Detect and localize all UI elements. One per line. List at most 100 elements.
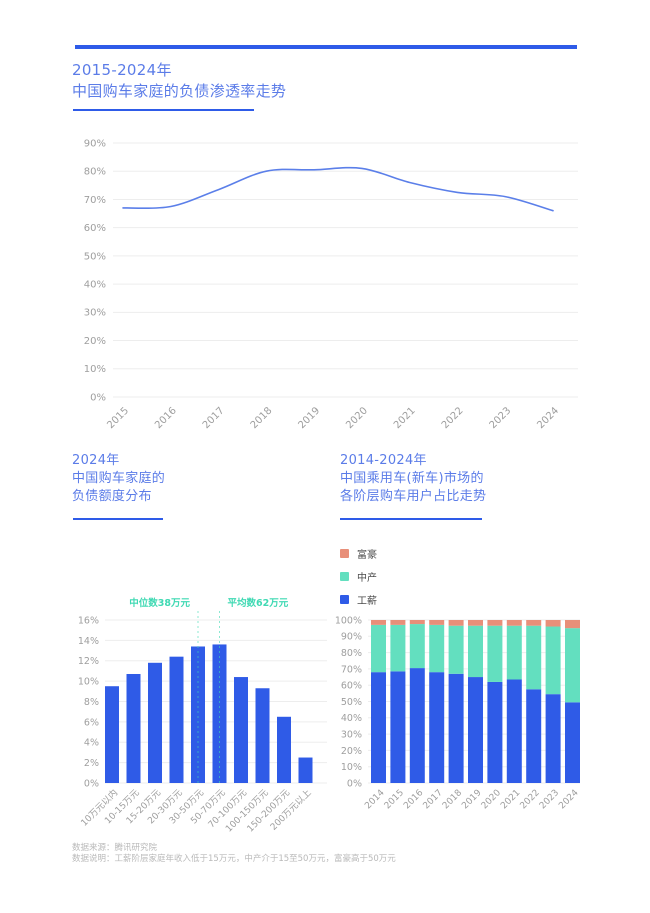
stacked-segment-富豪 <box>487 620 503 626</box>
buyer-class-stacked-chart: 0%10%20%30%40%50%60%70%80%90%100%2014201… <box>335 615 581 811</box>
stacked-segment-工薪 <box>565 702 580 783</box>
y-tick-label: 20% <box>341 746 362 757</box>
y-tick-label: 14% <box>78 636 99 647</box>
y-tick-label: 60% <box>84 223 106 234</box>
stacked-chart-title-underline <box>340 518 482 520</box>
y-tick-label: 0% <box>84 778 99 789</box>
x-tick-label: 2019 <box>296 405 322 431</box>
y-tick-label: 0% <box>90 392 106 403</box>
y-tick-label: 60% <box>341 681 362 692</box>
stacked-segment-工薪 <box>448 673 464 783</box>
y-tick-label: 6% <box>84 717 99 728</box>
y-tick-label: 40% <box>84 280 106 291</box>
y-tick-label: 16% <box>78 615 99 626</box>
x-tick-label: 2016 <box>402 788 425 811</box>
y-tick-label: 50% <box>84 251 106 262</box>
y-tick-label: 20% <box>84 336 106 347</box>
stacked-chart-legend: 富豪 中产 工薪 <box>340 546 377 607</box>
bar <box>212 644 227 783</box>
y-tick-label: 2% <box>84 758 99 769</box>
bar <box>148 662 162 783</box>
x-tick-label: 2020 <box>480 788 503 811</box>
y-tick-label: 90% <box>341 632 362 643</box>
y-tick-label: 40% <box>341 713 362 724</box>
legend-item-middle-class-label: 中产 <box>357 573 377 584</box>
y-tick-label: 10% <box>78 677 99 688</box>
x-tick-label: 2022 <box>519 788 542 811</box>
bar <box>126 673 141 783</box>
bar <box>191 646 205 783</box>
x-tick-label: 2018 <box>249 405 275 431</box>
bar-chart-title-line1: 2024年 <box>72 453 120 468</box>
legend-item-middle-class: 中产 <box>340 569 377 584</box>
stacked-segment-工薪 <box>409 668 425 783</box>
stacked-segment-工薪 <box>487 681 503 783</box>
stacked-segment-富豪 <box>526 620 542 626</box>
stacked-segment-中产 <box>390 624 406 672</box>
x-tick-label: 2019 <box>460 788 483 811</box>
y-tick-label: 10% <box>84 364 106 375</box>
stacked-segment-中产 <box>506 625 522 680</box>
bar <box>105 686 119 783</box>
stacked-chart-title-line2: 中国乘用车(新车)市场的 <box>340 471 484 486</box>
x-tick-label: 2022 <box>440 405 466 431</box>
stacked-segment-富豪 <box>565 620 580 629</box>
stacked-segment-富豪 <box>468 620 483 626</box>
middle-class-color-swatch <box>340 572 349 581</box>
x-tick-label: 2023 <box>538 788 561 811</box>
debt-amount-bar-chart: 0% 2% 4% 6% 8% 10% 12% 14% 16% 10万元以内10-15万元15-20… <box>78 597 327 834</box>
bar <box>255 688 270 783</box>
line-chart-title-underline <box>73 109 254 111</box>
stacked-segment-中产 <box>409 624 425 669</box>
stacked-segment-中产 <box>468 625 483 678</box>
rich-color-swatch <box>340 549 349 558</box>
x-tick-label: 2015 <box>105 405 131 431</box>
annotation-label: 中位数38万元 <box>129 597 190 609</box>
data-note-line: 数据说明：工薪阶层家庭年收入低于15万元，中产介于15至50万元，富豪高于50万… <box>72 854 396 864</box>
stacked-segment-中产 <box>371 624 386 673</box>
stacked-segment-工薪 <box>390 671 406 783</box>
stacked-chart-title-line3: 各阶层购车用户占比走势 <box>340 489 487 504</box>
debt-penetration-line-chart: 0%10%20%30%40%50%60%70%80%90%2015 2016 201… <box>84 138 578 431</box>
stacked-segment-中产 <box>429 624 445 673</box>
legend-item-wage-earner: 工薪 <box>340 592 377 607</box>
stacked-segment-工薪 <box>371 672 386 783</box>
stacked-segment-富豪 <box>545 620 561 627</box>
y-tick-label: 50% <box>341 697 362 708</box>
x-tick-label: 2017 <box>422 788 445 811</box>
x-tick-label: 2014 <box>363 788 386 811</box>
stacked-segment-工薪 <box>545 694 561 783</box>
axis-grid: 0% 10% 20% 30% 40% 50% 60% 70% 80% 90% <box>84 138 578 403</box>
bar <box>169 656 184 783</box>
y-tick-label: 0% <box>347 778 362 789</box>
stacked-chart-title-line1: 2014-2024年 <box>340 453 427 468</box>
y-tick-label: 8% <box>84 697 99 708</box>
stacked-segment-富豪 <box>448 620 464 626</box>
x-axis-labels: 2014201520162017201820192020202120222023… <box>363 788 580 811</box>
y-tick-label: 100% <box>335 615 362 626</box>
bar-chart-title-line3: 负债额度分布 <box>72 489 152 504</box>
wage-earner-color-swatch <box>340 595 349 604</box>
x-tick-label: 2015 <box>383 788 406 811</box>
stacked-segment-富豪 <box>506 620 522 626</box>
stacked-segment-富豪 <box>409 620 425 625</box>
x-tick-label: 2024 <box>535 405 561 431</box>
y-tick-label: 4% <box>84 738 99 749</box>
y-tick-label: 10% <box>341 762 362 773</box>
trend-line <box>122 166 554 212</box>
x-tick-label: 2021 <box>392 405 418 431</box>
stacked-segment-富豪 <box>429 620 445 625</box>
y-tick-label: 30% <box>84 308 106 319</box>
y-tick-label: 12% <box>78 656 99 667</box>
y-tick-label: 70% <box>341 664 362 675</box>
legend-item-wage-earner-label: 工薪 <box>357 596 377 607</box>
y-tick-label: 80% <box>341 648 362 659</box>
x-axis-labels: 2015 2016 2017 2018 2019 2020 2021 2022 2023 2024 <box>105 405 561 431</box>
bar-chart-title: 2024年 中国购车家庭的 负债额度分布 <box>72 452 165 506</box>
stacked-segment-中产 <box>526 625 542 690</box>
x-tick-label: 2024 <box>557 788 580 811</box>
data-source-line: 数据来源：腾讯研究院 <box>72 843 158 853</box>
bar <box>298 757 313 783</box>
annotation-label: 平均数62万元 <box>228 597 289 609</box>
stacked-segment-工薪 <box>506 679 522 783</box>
